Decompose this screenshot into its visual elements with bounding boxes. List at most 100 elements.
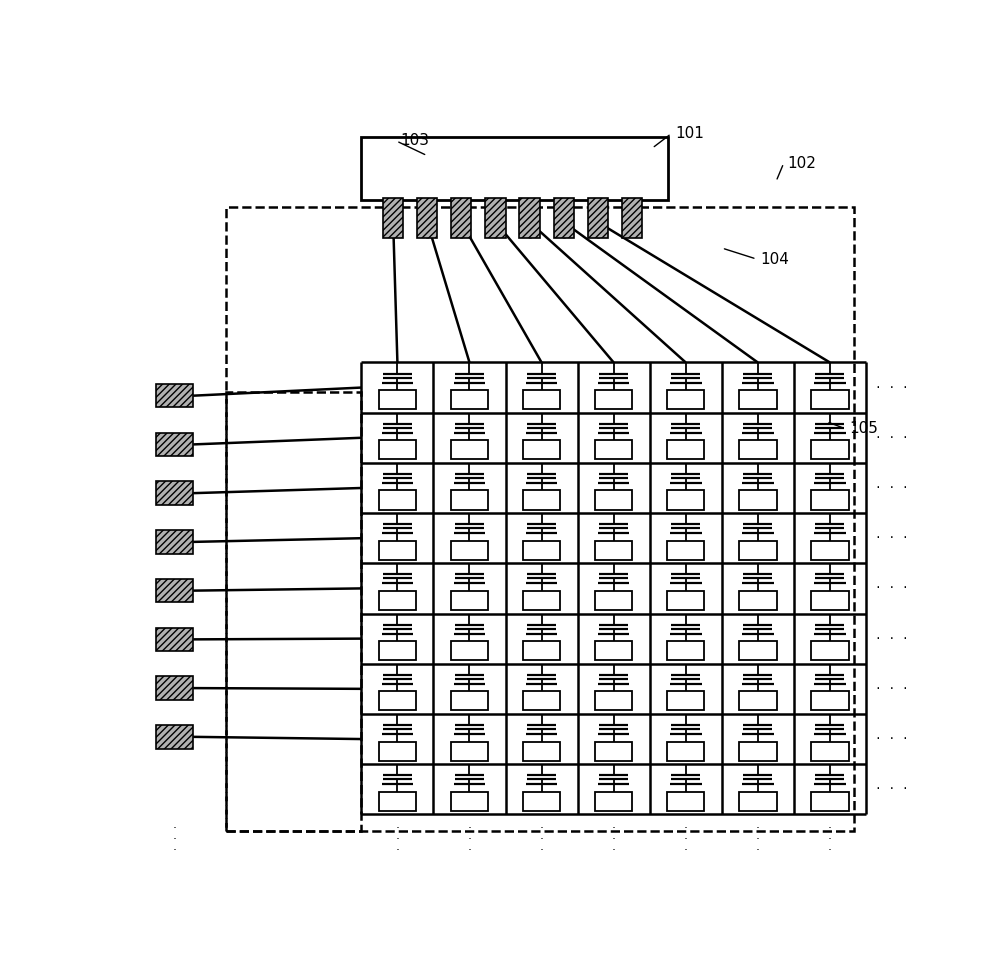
Text: · · ·: · · ·: [875, 634, 909, 643]
Text: · · ·: · · ·: [875, 383, 909, 392]
Bar: [739, 591, 777, 610]
Bar: [811, 440, 849, 459]
Bar: [417, 198, 437, 239]
Text: ·
·
·: · · ·: [684, 822, 688, 856]
Bar: [379, 741, 416, 760]
Text: 104: 104: [761, 251, 789, 267]
Bar: [667, 440, 704, 459]
Bar: [523, 440, 560, 459]
Bar: [379, 642, 416, 660]
Bar: [451, 691, 488, 711]
Bar: [523, 591, 560, 610]
Bar: [379, 390, 416, 409]
Bar: [811, 642, 849, 660]
Bar: [451, 440, 488, 459]
Bar: [588, 198, 608, 239]
Bar: [595, 490, 632, 509]
Bar: [739, 741, 777, 760]
Bar: [554, 198, 574, 239]
Bar: [226, 392, 361, 831]
Bar: [451, 541, 488, 560]
Text: ·
·
·: · · ·: [828, 822, 832, 856]
Text: ·
·
·: · · ·: [540, 822, 544, 856]
Bar: [811, 490, 849, 509]
Bar: [519, 198, 540, 239]
Bar: [595, 440, 632, 459]
Bar: [379, 440, 416, 459]
Bar: [595, 642, 632, 660]
Bar: [523, 691, 560, 711]
Bar: [379, 541, 416, 560]
Text: · · ·: · · ·: [875, 734, 909, 744]
Bar: [667, 792, 704, 811]
Text: · · ·: · · ·: [875, 583, 909, 594]
Bar: [485, 198, 506, 239]
Bar: [156, 627, 193, 651]
Bar: [595, 691, 632, 711]
Bar: [739, 642, 777, 660]
Bar: [595, 792, 632, 811]
Bar: [739, 792, 777, 811]
Bar: [595, 390, 632, 409]
Bar: [383, 198, 403, 239]
Bar: [595, 741, 632, 760]
Bar: [811, 591, 849, 610]
Bar: [379, 792, 416, 811]
Text: ·
·
·: · · ·: [173, 822, 177, 856]
Bar: [739, 541, 777, 560]
Text: · · ·: · · ·: [875, 433, 909, 443]
Bar: [379, 591, 416, 610]
Text: ·
·
·: · · ·: [756, 822, 760, 856]
Bar: [156, 433, 193, 456]
Bar: [451, 642, 488, 660]
Bar: [226, 207, 854, 831]
Bar: [379, 490, 416, 509]
Bar: [811, 792, 849, 811]
Bar: [667, 591, 704, 610]
Bar: [811, 390, 849, 409]
Bar: [595, 591, 632, 610]
Bar: [523, 792, 560, 811]
Bar: [156, 725, 193, 749]
Bar: [379, 691, 416, 711]
Bar: [451, 792, 488, 811]
Bar: [451, 390, 488, 409]
Bar: [451, 198, 471, 239]
Bar: [156, 579, 193, 602]
Bar: [739, 440, 777, 459]
Bar: [451, 741, 488, 760]
Text: 101: 101: [675, 126, 704, 141]
Bar: [156, 481, 193, 505]
Text: · · ·: · · ·: [875, 684, 909, 694]
Text: ·
·
·: · · ·: [395, 822, 399, 856]
Text: 102: 102: [788, 155, 816, 171]
Bar: [523, 642, 560, 660]
Bar: [739, 390, 777, 409]
Bar: [451, 591, 488, 610]
Bar: [667, 741, 704, 760]
Bar: [622, 198, 642, 239]
Bar: [811, 741, 849, 760]
Text: · · ·: · · ·: [875, 533, 909, 543]
Text: ·
·
·: · · ·: [467, 822, 471, 856]
Text: 103: 103: [400, 133, 429, 149]
Bar: [523, 541, 560, 560]
Bar: [523, 490, 560, 509]
Bar: [739, 691, 777, 711]
Bar: [667, 691, 704, 711]
Bar: [667, 541, 704, 560]
Bar: [667, 490, 704, 509]
Text: ·
·
·: · · ·: [612, 822, 616, 856]
Bar: [667, 390, 704, 409]
Bar: [523, 741, 560, 760]
Bar: [156, 384, 193, 408]
Bar: [811, 541, 849, 560]
Bar: [811, 691, 849, 711]
Bar: [523, 390, 560, 409]
Text: · · ·: · · ·: [875, 483, 909, 493]
Bar: [739, 490, 777, 509]
Text: 105: 105: [850, 421, 879, 436]
Bar: [667, 642, 704, 660]
Bar: [156, 530, 193, 553]
Bar: [595, 541, 632, 560]
